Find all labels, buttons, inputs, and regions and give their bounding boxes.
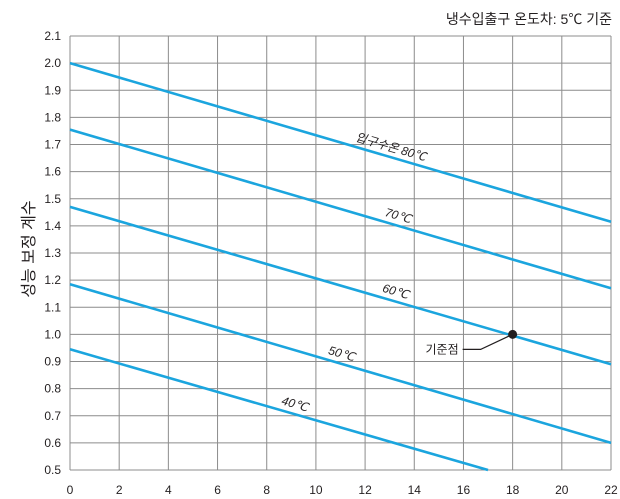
series-line [69, 348, 489, 472]
reference-point-label: 기준점 [426, 342, 459, 356]
x-tick-label: 6 [214, 483, 221, 497]
grid [69, 35, 612, 471]
x-tick-label: 10 [309, 483, 323, 497]
y-tick-label: 1.0 [44, 327, 61, 341]
y-tick-label: 1.1 [44, 300, 61, 314]
x-tick-label: 4 [165, 483, 172, 497]
x-tick-label: 0 [67, 483, 74, 497]
y-axis-label: 성능 보정 계수 [20, 200, 38, 297]
y-tick-label: 0.7 [44, 409, 61, 423]
x-tick-label: 14 [408, 483, 422, 497]
x-tick-label: 2 [116, 483, 123, 497]
y-tick-label: 0.9 [44, 355, 61, 369]
series-labels: 입구수온 80℃70℃60℃50℃40℃ [280, 130, 430, 415]
reference-point-marker [508, 329, 518, 339]
y-tick-label: 1.5 [44, 192, 61, 206]
y-tick-labels: 0.5 0.6 0.7 0.8 0.9 1.0 1.1 1.2 1.3 1.4 1.5 1.6 1.7 1… [44, 29, 61, 477]
x-tick-label: 8 [263, 483, 270, 497]
x-tick-label: 16 [457, 483, 471, 497]
x-tick-label: 12 [358, 483, 372, 497]
y-tick-label: 1.9 [44, 83, 61, 97]
reference-point-group: 기준점 [426, 329, 518, 356]
x-tick-label: 20 [555, 483, 569, 497]
chart-note: 냉수입출구 온도차: 5℃ 기준 [446, 11, 612, 27]
series-lines [69, 61, 612, 472]
y-tick-label: 2.0 [44, 56, 61, 70]
series-line [69, 128, 612, 290]
y-tick-label: 0.8 [44, 382, 61, 396]
y-tick-label: 1.4 [44, 219, 61, 233]
y-tick-label: 1.7 [44, 138, 61, 152]
x-tick-label: 18 [506, 483, 520, 497]
y-tick-label: 0.6 [44, 436, 61, 450]
y-tick-label: 1.2 [44, 273, 61, 287]
series-line [69, 61, 612, 224]
y-tick-label: 1.6 [44, 165, 61, 179]
x-tick-label: 22 [604, 483, 618, 497]
reference-leader-line [462, 333, 513, 350]
y-tick-label: 2.1 [44, 29, 61, 43]
series-line [69, 282, 612, 445]
y-tick-label: 1.8 [44, 110, 61, 124]
series-line [69, 205, 612, 366]
y-tick-label: 1.3 [44, 246, 61, 260]
x-tick-labels: 0 2 4 6 8 10 12 14 16 18 20 22 [67, 483, 618, 497]
y-tick-label: 0.5 [44, 463, 61, 477]
